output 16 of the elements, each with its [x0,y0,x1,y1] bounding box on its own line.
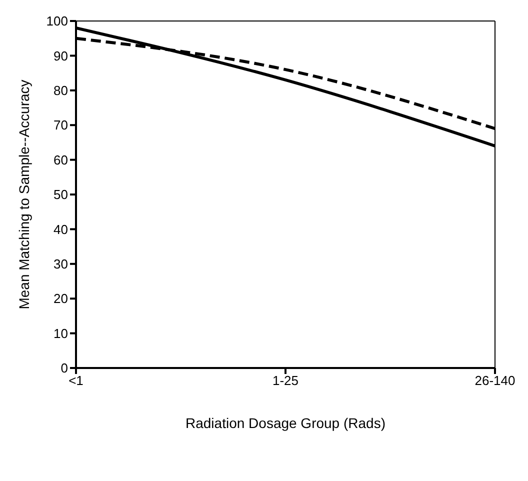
x-tick-label: <1 [68,373,84,388]
y-tick-label: 30 [54,256,68,272]
y-tick-label: 100 [46,14,68,29]
x-tick-label: 26-140 [474,373,516,388]
y-tick-label: 70 [54,118,68,133]
x-axis-title: Radiation Dosage Group (Rads) [186,415,386,431]
y-tick-label: 80 [54,83,68,98]
x-tick-label: 1-25 [272,373,299,388]
y-tick-label: 20 [54,291,68,306]
y-tick-label: 90 [54,48,68,64]
y-axis-title: Mean Matching to Sample--Accuracy [16,80,32,310]
y-tick-label: 50 [54,187,68,202]
y-tick-label: 40 [54,222,68,237]
y-tick-label: 10 [54,326,68,341]
y-tick-label: 60 [54,152,68,168]
y-tick-label: 0 [60,360,68,376]
